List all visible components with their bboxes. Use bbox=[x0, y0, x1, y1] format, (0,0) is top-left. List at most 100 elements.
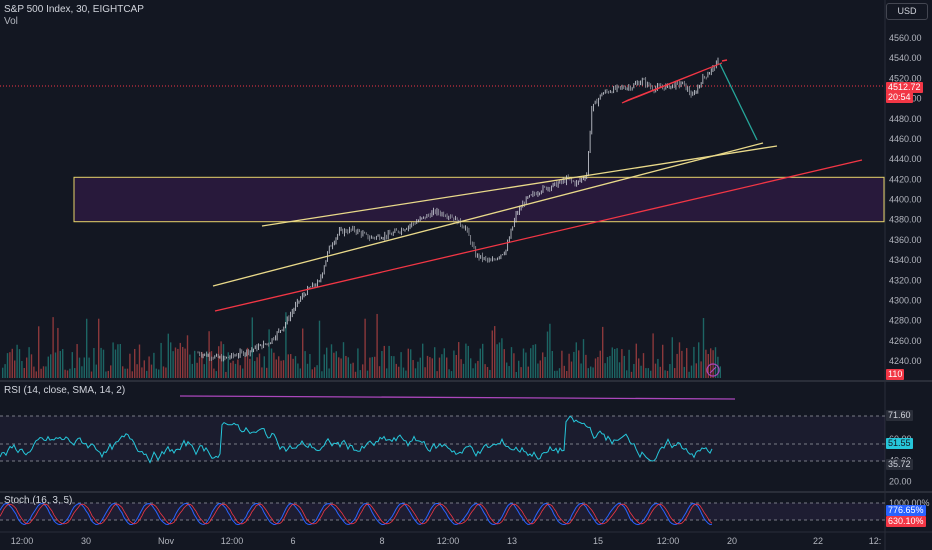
price-tick-label: 4540.00 bbox=[889, 53, 922, 63]
stoch-band bbox=[0, 503, 885, 520]
volume-bar bbox=[381, 351, 383, 378]
price-tick-label: 4300.00 bbox=[889, 295, 922, 305]
volume-bar bbox=[239, 365, 241, 378]
volume-bar bbox=[88, 357, 90, 378]
volume-bar bbox=[112, 342, 114, 378]
volume-bar bbox=[563, 365, 565, 378]
volume-bar bbox=[419, 357, 421, 378]
volume-bar bbox=[400, 352, 402, 378]
volume-bar bbox=[470, 358, 472, 378]
volume-bar bbox=[573, 351, 575, 378]
candles bbox=[197, 57, 719, 362]
volume-bar bbox=[438, 357, 441, 378]
volume-bar bbox=[662, 344, 664, 378]
volume-bar bbox=[388, 345, 390, 378]
volume-bar bbox=[314, 367, 316, 378]
volume-bar bbox=[328, 368, 330, 378]
volume-bar bbox=[698, 342, 700, 378]
volume-bar bbox=[321, 371, 323, 378]
price-tick-label: 4260.00 bbox=[889, 336, 922, 346]
time-tick-label: 30 bbox=[81, 536, 91, 546]
volume-bar bbox=[342, 342, 345, 378]
wedge-tip bbox=[721, 59, 728, 62]
volume-bar bbox=[602, 326, 604, 378]
projection-arrow[interactable] bbox=[719, 63, 758, 141]
trend-line-red[interactable] bbox=[214, 159, 863, 312]
volume-bar bbox=[700, 361, 702, 378]
rsi-trend-line[interactable] bbox=[179, 395, 736, 400]
volume-bar bbox=[330, 344, 333, 378]
volume-bar bbox=[604, 363, 606, 378]
volume-bar bbox=[95, 364, 97, 378]
stoch-panel[interactable] bbox=[0, 493, 885, 531]
resistance-zone[interactable] bbox=[73, 176, 885, 223]
volume-bar bbox=[393, 356, 395, 378]
time-tick-label: Nov bbox=[158, 536, 175, 546]
ascending-channel-upper[interactable] bbox=[212, 142, 764, 287]
volume-bar bbox=[246, 347, 249, 378]
volume-bar bbox=[570, 361, 573, 378]
volume-bar bbox=[102, 349, 105, 378]
volume-bar bbox=[575, 342, 577, 378]
volume-bar bbox=[141, 367, 143, 378]
volume-bar bbox=[59, 350, 61, 378]
volume-bar bbox=[150, 364, 153, 378]
volume-bar bbox=[618, 362, 621, 378]
rsi-lower-badge: 35.72 bbox=[886, 459, 913, 470]
volume-bar bbox=[551, 351, 553, 378]
volume-bar bbox=[203, 364, 205, 378]
stoch-d-badge: 630.10% bbox=[886, 516, 926, 527]
currency-selector[interactable]: USD bbox=[886, 3, 928, 20]
volume-bar bbox=[657, 358, 659, 378]
volume-bar bbox=[215, 371, 217, 378]
volume-bar bbox=[496, 344, 498, 378]
rsi-series bbox=[0, 415, 713, 464]
volume-bar bbox=[266, 367, 268, 378]
volume-bar bbox=[172, 351, 174, 378]
price-tick-label: 4400.00 bbox=[889, 195, 922, 205]
price-tick-label: 4380.00 bbox=[889, 215, 922, 225]
volume-bar bbox=[710, 348, 712, 378]
volume-bar bbox=[30, 354, 33, 378]
volume-bar bbox=[326, 347, 328, 378]
volume-bar bbox=[520, 367, 522, 378]
volume-bar bbox=[398, 366, 400, 378]
event-icon[interactable] bbox=[706, 363, 720, 377]
rsi-tick-label: 20.00 bbox=[889, 477, 912, 487]
rising-wedge[interactable] bbox=[621, 62, 723, 104]
volume-bar bbox=[532, 344, 534, 378]
volume-bar bbox=[638, 358, 640, 378]
trend-line-yellow[interactable] bbox=[261, 145, 778, 227]
volume-bar bbox=[494, 326, 496, 378]
volume-bar bbox=[690, 365, 693, 378]
volume-bar bbox=[350, 363, 352, 378]
volume-bar bbox=[654, 363, 657, 378]
volume-bar bbox=[16, 344, 18, 378]
volume-bar bbox=[232, 360, 234, 378]
volume-bar bbox=[688, 371, 690, 378]
volume-bar bbox=[458, 342, 460, 378]
volume-bar bbox=[479, 348, 481, 378]
volume-bar bbox=[153, 352, 155, 378]
volume-bar bbox=[683, 366, 685, 378]
countdown-badge: 20:54 bbox=[886, 92, 913, 103]
volume-bar bbox=[383, 345, 385, 378]
volume-bar bbox=[280, 360, 282, 378]
volume-bar bbox=[364, 318, 366, 378]
volume-bar bbox=[599, 350, 601, 378]
volume-bar bbox=[21, 361, 23, 378]
volume-bar bbox=[230, 362, 232, 378]
volume-bar bbox=[306, 363, 309, 378]
volume-bar bbox=[136, 364, 138, 378]
volume-bar bbox=[81, 366, 83, 378]
price-tick-label: 4320.00 bbox=[889, 275, 922, 285]
volume-bar bbox=[652, 333, 654, 378]
volume-bar bbox=[285, 312, 287, 378]
volume-bar bbox=[198, 357, 201, 378]
volume-bar bbox=[251, 317, 253, 378]
volume-bar bbox=[98, 318, 100, 378]
volume-bar bbox=[626, 370, 628, 378]
volume-bar bbox=[126, 368, 129, 378]
rsi-panel[interactable] bbox=[0, 383, 885, 491]
